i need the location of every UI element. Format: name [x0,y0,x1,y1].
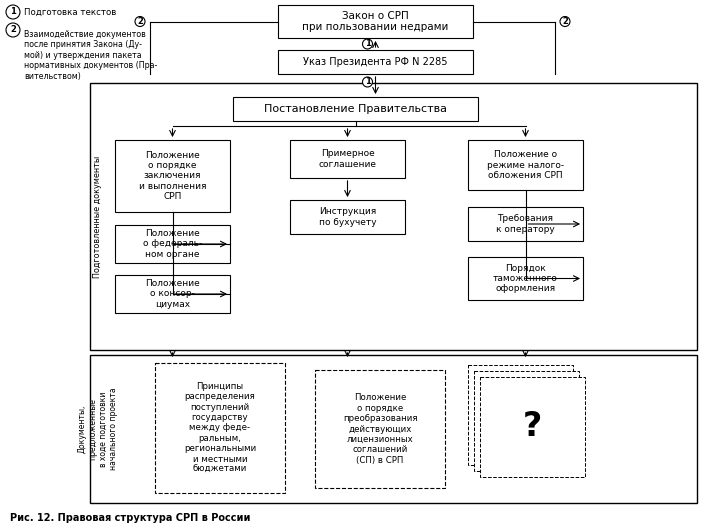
Bar [468,140,583,190]
Bar [474,371,579,471]
Bar [290,200,405,234]
Text: Рис. 12. Правовая структура СРП в России: Рис. 12. Правовая структура СРП в России [10,513,250,523]
Text: 2: 2 [562,17,568,26]
Text: Положение
о федераль-
ном органе: Положение о федераль- ном органе [143,229,202,259]
Bar [90,355,697,503]
Text: 1: 1 [364,39,370,48]
Circle shape [135,16,145,26]
Bar [315,370,445,488]
Text: Положение о
режиме налого-
обложения СРП: Положение о режиме налого- обложения СРП [487,150,564,180]
Text: Закон о СРП
при пользовании недрами: Закон о СРП при пользовании недрами [302,10,448,33]
Bar [115,140,230,212]
Circle shape [6,23,20,37]
Text: Взаимодействие документов
после принятия Закона (Ду-
мой) и утверждения пакета
н: Взаимодействие документов после принятия… [24,30,157,81]
Circle shape [6,5,20,19]
Bar [233,97,478,121]
Bar [468,365,573,465]
Circle shape [362,77,372,87]
Bar [290,140,405,178]
Text: 1: 1 [364,78,370,87]
Text: 1: 1 [10,7,16,16]
Text: Постановление Правительства: Постановление Правительства [264,104,447,114]
Bar [90,83,697,350]
Text: Инструкция
по бухучету: Инструкция по бухучету [319,207,376,227]
Text: Требования
к оператору: Требования к оператору [496,214,555,234]
Bar [115,225,230,263]
Circle shape [362,39,372,49]
Text: Примерное
соглашение: Примерное соглашение [319,149,376,169]
Circle shape [560,16,570,26]
Bar [115,275,230,313]
Text: Положение
о порядке
преобразования
действующих
лицензионных
соглашений
(СП) в СР: Положение о порядке преобразования дейст… [343,393,417,465]
Text: Положение
о консор-
циумах: Положение о консор- циумах [145,279,200,309]
Text: Положение
о порядке
заключения
и выполнения
СРП: Положение о порядке заключения и выполне… [139,151,207,201]
Text: Документы,
предложенные
в ходе подготовки
начального проекта: Документы, предложенные в ходе подготовк… [78,387,118,470]
Text: Указ Президента РФ N 2285: Указ Президента РФ N 2285 [303,57,448,67]
Text: 2: 2 [10,26,16,35]
Text: Подготовленные документы: Подготовленные документы [94,155,102,278]
Text: Подготовка текстов: Подготовка текстов [24,7,116,16]
Bar [468,207,583,241]
Bar [480,377,585,477]
Text: Принципы
распределения
поступлений
государству
между феде-
ральным,
региональным: Принципы распределения поступлений госуд… [184,382,256,474]
Bar [278,5,473,38]
Bar [278,50,473,74]
Bar [155,363,285,493]
Text: 2: 2 [137,17,143,26]
Bar [468,257,583,300]
Text: ?: ? [523,411,542,444]
Text: Порядок
таможенного
оформления: Порядок таможенного оформления [493,264,558,293]
